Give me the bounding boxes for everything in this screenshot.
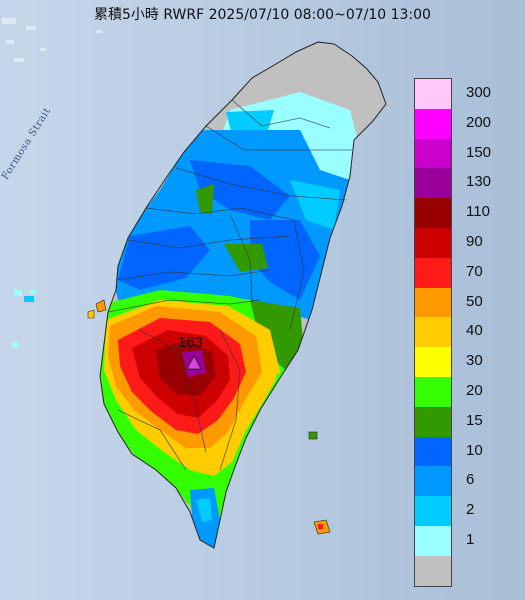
- legend-label: 110: [466, 203, 490, 221]
- legend-swatch: [415, 108, 451, 139]
- legend-label: 300: [466, 83, 492, 101]
- legend-swatch: [415, 287, 451, 318]
- peak-marker-icon: [186, 355, 202, 370]
- legend-label: 15: [466, 411, 483, 429]
- peak-value-label: 163: [178, 334, 204, 351]
- legend-swatch: [415, 138, 451, 169]
- legend-swatch: [415, 257, 451, 288]
- legend-swatch: [415, 406, 451, 437]
- legend-label: 40: [466, 322, 483, 340]
- legend-label: 20: [466, 381, 483, 399]
- legend-label: 30: [466, 352, 483, 370]
- legend-swatch: [415, 227, 451, 258]
- legend-swatch: [415, 466, 451, 497]
- cloud-speckles: [2, 18, 102, 62]
- legend-swatch: [415, 168, 451, 199]
- legend-swatch: [415, 79, 451, 109]
- legend-label: 2: [466, 501, 475, 519]
- county-boundaries: [107, 99, 352, 471]
- orchid-island: [313, 519, 331, 535]
- map-title: 累積5小時 RWRF 2025/07/10 08:00~07/10 13:00: [94, 7, 431, 23]
- green-island: [308, 431, 318, 440]
- legend-swatch: [415, 198, 451, 228]
- rainfall-field: [100, 92, 360, 548]
- legend-label: 200: [466, 113, 492, 131]
- penghu-islands: [87, 299, 107, 319]
- legend-label: 70: [466, 262, 483, 280]
- legend-swatch: [415, 317, 451, 348]
- legend-label: 50: [466, 292, 483, 310]
- legend-label: 150: [466, 143, 492, 161]
- offshore-echoes: [12, 290, 36, 348]
- legend-swatch: [415, 496, 451, 526]
- legend-swatch: [415, 555, 451, 586]
- color-legend: [414, 78, 452, 587]
- legend-swatch: [415, 436, 451, 467]
- legend-label: 90: [466, 232, 483, 250]
- legend-label: 1: [466, 530, 475, 548]
- legend-label: 130: [466, 173, 492, 191]
- legend-swatch: [415, 347, 451, 377]
- legend-swatch: [415, 525, 451, 556]
- legend-label: 10: [466, 441, 483, 459]
- legend-swatch: [415, 376, 451, 407]
- legend-label: 6: [466, 471, 475, 489]
